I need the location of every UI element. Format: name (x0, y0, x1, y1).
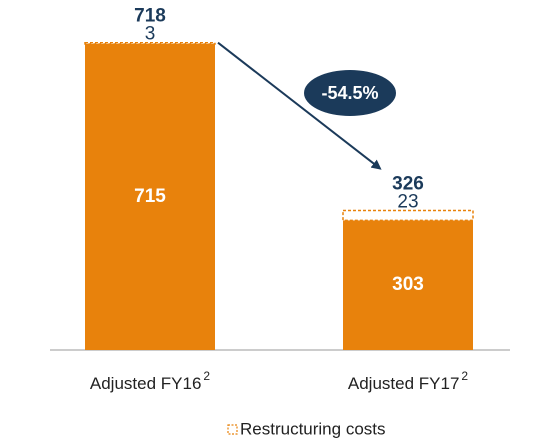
bar-segment (342, 209, 474, 222)
segment-label: 23 (397, 191, 418, 212)
annotation: -54.5% (321, 83, 378, 103)
segment-label: 715 (134, 186, 166, 207)
category-note: 2 (461, 369, 468, 383)
total-label: 718 (134, 6, 166, 27)
bar-segment (343, 220, 473, 350)
arrow (217, 41, 382, 170)
bar-segment (84, 41, 216, 45)
x-tick-label: Adjusted FY17 2 (348, 369, 469, 393)
segment-label: 303 (392, 274, 424, 295)
legend-label: Restructuring costs (240, 419, 386, 438)
x-tick-label: Adjusted FY16 2 (90, 369, 211, 393)
category-name: Adjusted FY17 (348, 374, 460, 393)
bar-segment (85, 43, 215, 350)
category-name: Adjusted FY16 (90, 374, 202, 393)
segment-label: 3 (145, 24, 156, 45)
category-note: 2 (203, 369, 210, 383)
total-label: 326 (392, 173, 424, 194)
annotation-badge (304, 70, 396, 116)
legend-swatch (227, 424, 238, 435)
